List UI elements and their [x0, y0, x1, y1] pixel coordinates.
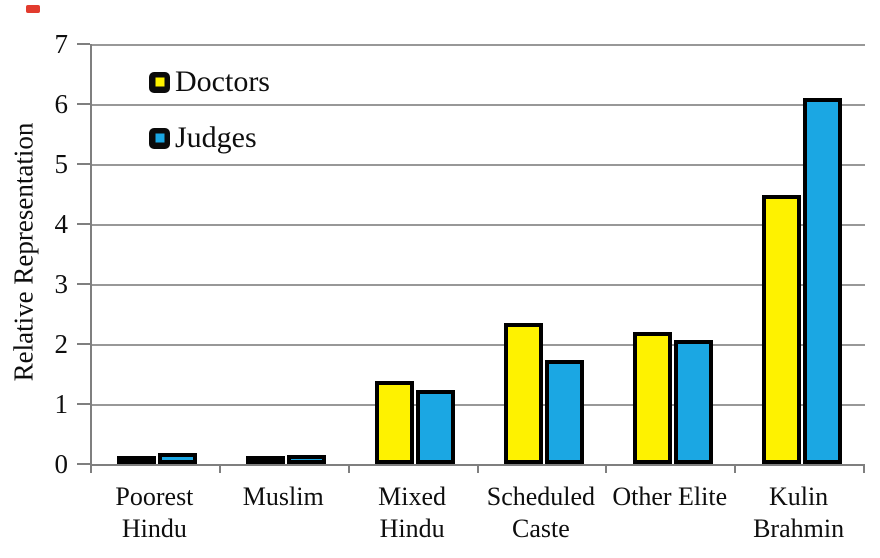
- y-tick: [77, 403, 90, 405]
- gridline: [92, 224, 865, 226]
- doctors-swatch-fill: [155, 77, 164, 87]
- x-tick: [605, 464, 608, 473]
- legend-label-doctors: Doctors: [175, 65, 270, 98]
- y-tick-label: 0: [54, 449, 69, 479]
- gridline: [92, 164, 865, 166]
- y-tick: [77, 163, 90, 165]
- x-category-label: Poorest Hindu: [115, 482, 194, 543]
- gridline: [92, 104, 865, 106]
- x-tick: [90, 464, 92, 473]
- gridline: [92, 284, 865, 286]
- judges-legend-swatch-icon: [149, 127, 170, 149]
- bar-judges-6: [802, 98, 842, 464]
- x-tick: [347, 464, 350, 473]
- y-tick-label: 7: [54, 29, 69, 59]
- gridline: [92, 404, 865, 406]
- x-category-label: Scheduled Caste: [486, 482, 596, 543]
- y-tick-label: 3: [54, 269, 69, 299]
- y-tick-label: 6: [54, 89, 69, 119]
- legend-label-judges: Judges: [175, 121, 257, 154]
- plot-area: [90, 44, 865, 466]
- x-tick: [218, 464, 221, 473]
- judges-swatch-fill: [155, 133, 164, 143]
- legend-item-judges: Judges: [149, 121, 270, 154]
- red-marker-artifact: [26, 5, 40, 13]
- bar-judges-5: [673, 340, 713, 464]
- x-tick: [734, 464, 737, 473]
- x-tick: [863, 464, 865, 473]
- y-tick: [77, 43, 90, 45]
- x-tick: [476, 464, 479, 473]
- y-tick-label: 2: [54, 329, 69, 359]
- gridline: [92, 44, 865, 46]
- bar-judges-2: [287, 455, 327, 464]
- x-category-label: Mixed Hindu: [378, 482, 447, 543]
- legend-item-doctors: Doctors: [149, 65, 270, 98]
- x-category-label: Muslim: [242, 482, 324, 511]
- legend: Doctors Judges: [149, 65, 270, 178]
- y-tick: [77, 103, 90, 105]
- y-tick-label: 4: [54, 209, 69, 239]
- bar-judges-1: [158, 453, 198, 464]
- gridline: [92, 344, 865, 346]
- y-tick: [77, 343, 90, 345]
- bar-judges-4: [544, 360, 584, 464]
- bar-doctors-2: [246, 456, 286, 464]
- y-tick-label: 1: [54, 389, 69, 419]
- bar-doctors-6: [761, 195, 801, 464]
- bar-doctors-5: [632, 332, 672, 464]
- bar-doctors-3: [375, 381, 415, 464]
- x-category-label: Other Elite: [612, 482, 728, 511]
- x-category-label: Kulin Brahmin: [753, 482, 845, 543]
- y-tick: [77, 463, 90, 465]
- bar-doctors-4: [503, 323, 543, 464]
- y-tick: [77, 223, 90, 225]
- bar-doctors-1: [117, 456, 157, 464]
- bar-judges-3: [416, 389, 456, 464]
- doctors-legend-swatch-icon: [149, 71, 170, 93]
- y-tick: [77, 283, 90, 285]
- y-tick-label: 5: [54, 149, 69, 179]
